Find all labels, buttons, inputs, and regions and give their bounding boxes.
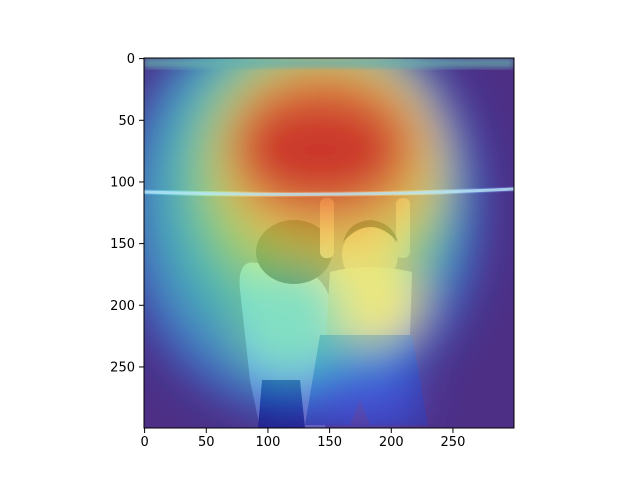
y-tick-label: 250 — [110, 360, 135, 375]
axes-frame — [143, 57, 515, 429]
y-tick-label: 50 — [118, 114, 135, 129]
y-tick-label: 150 — [110, 237, 135, 252]
x-axis: 0 50 100 150 200 250 — [140, 428, 465, 450]
x-tick-label: 0 — [140, 435, 148, 450]
y-tick-label: 200 — [110, 299, 135, 314]
y-tick-label: 100 — [110, 175, 135, 190]
image-axes — [144, 58, 514, 428]
x-tick-label: 200 — [379, 435, 404, 450]
x-tick-label: 100 — [256, 435, 281, 450]
y-axis: 0 50 100 150 200 250 — [110, 52, 144, 375]
y-tick-label: 0 — [127, 52, 135, 67]
x-tick-label: 150 — [317, 435, 342, 450]
x-tick-label: 250 — [441, 435, 466, 450]
x-tick-label: 50 — [198, 435, 215, 450]
heatmap-overlay — [144, 58, 514, 428]
